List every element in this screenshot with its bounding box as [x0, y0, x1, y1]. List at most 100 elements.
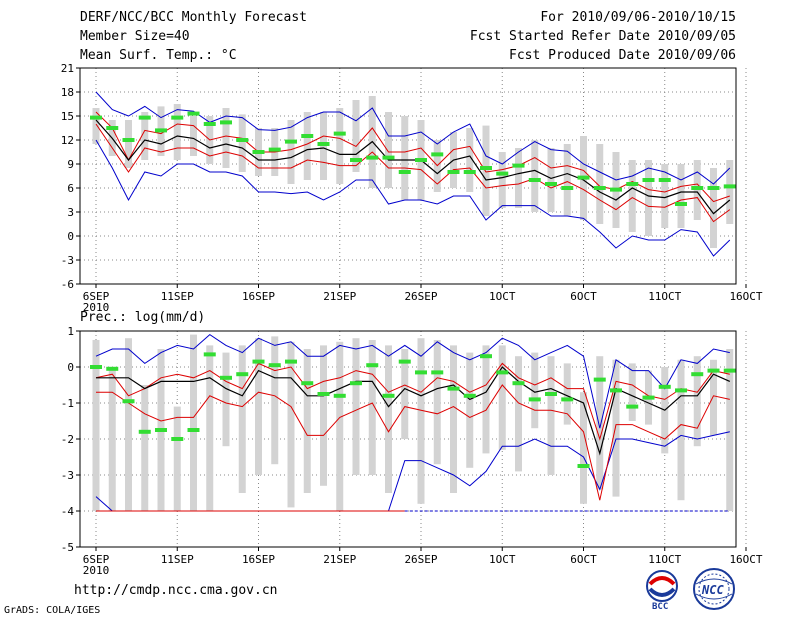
- prec-ensemble-bar: [596, 356, 604, 490]
- temp-ensemble-bar: [141, 112, 149, 160]
- prec-observed-mark: [236, 372, 249, 377]
- temp-ensemble-bar: [287, 120, 295, 184]
- prec-ensemble-bar: [368, 340, 376, 475]
- temp-observed-mark: [642, 178, 655, 182]
- prec-observed-mark: [317, 392, 330, 396]
- prec-ensemble-bar: [352, 338, 360, 475]
- temp-y-tick-label: -6: [61, 278, 74, 291]
- prec-ensemble-bar: [693, 356, 701, 447]
- temp-ensemble-bar: [466, 128, 474, 192]
- grads-credit: GrADS: COLA/IGES: [4, 605, 101, 616]
- prec-y-tick-label: -4: [61, 505, 75, 518]
- prec-observed-mark: [463, 393, 476, 398]
- fcst-started-date: Fcst Started Refer Date 2010/09/05: [469, 29, 736, 44]
- temp-ensemble-bar: [92, 108, 100, 144]
- temp-ensemble-bar: [125, 120, 132, 168]
- prec-y-tick-label: -2: [61, 433, 74, 446]
- temp-ensemble-bar: [352, 100, 360, 172]
- prec-observed-mark: [707, 368, 720, 373]
- temp-ensemble-bar: [677, 164, 685, 228]
- prec-ensemble-bar: [92, 340, 100, 511]
- prec-x-tick-label: 11SEP: [161, 553, 194, 566]
- prec-ensemble-bar: [563, 363, 571, 425]
- temp-observed-mark: [187, 111, 200, 116]
- prec-y-tick-label: 1: [67, 325, 74, 338]
- prec-observed-mark: [480, 354, 492, 359]
- prec-x-tick-label: 26SEP: [404, 553, 437, 566]
- prec-max-line: [95, 333, 730, 429]
- temp-min-line: [95, 139, 731, 257]
- prec-lower-spread-line: [96, 384, 730, 501]
- temp-observed-mark: [366, 155, 379, 160]
- bcc-logo-label: BCC: [652, 602, 668, 610]
- temp-observed-mark: [561, 186, 574, 190]
- temp-x-tick-label: 1OCT: [489, 290, 516, 303]
- temp-y-tick-label: 15: [61, 110, 74, 123]
- temp-observed-mark: [480, 166, 492, 170]
- prec-observed-mark: [333, 393, 346, 398]
- prec-ensemble-bar: [677, 359, 685, 501]
- temp-y-tick-label: 9: [67, 158, 74, 171]
- prec-ensemble-bar: [531, 352, 539, 429]
- prec-x-tick-label: 11OCT: [648, 553, 681, 566]
- prec-observed-mark: [203, 352, 216, 357]
- ncc-logo-icon: NCC: [693, 568, 735, 610]
- prec-ensemble-bar: [547, 356, 555, 475]
- prec-ensemble-bar: [238, 345, 246, 493]
- prec-ensemble-bar: [515, 356, 522, 472]
- prec-ensemble-bar: [433, 340, 441, 465]
- prec-observed-mark: [496, 370, 509, 375]
- temp-observed-mark: [610, 187, 622, 192]
- prec-observed-mark: [561, 397, 574, 402]
- temp-y-tick-label: 18: [61, 86, 74, 99]
- temp-observed-mark: [431, 152, 444, 157]
- temp-observed-mark: [512, 163, 525, 168]
- temp-x-tick-label: 11SEP: [161, 290, 194, 303]
- prec-x-tick-label: 16SEP: [242, 553, 275, 566]
- prec-observed-mark: [268, 363, 281, 368]
- temp-plot-frame: [79, 67, 737, 285]
- temp-observed-mark: [447, 170, 460, 174]
- prec-observed-mark: [382, 393, 395, 398]
- prec-x-tick-label: 6SEP: [83, 553, 110, 566]
- temp-observed-mark: [203, 122, 216, 126]
- temp-observed-mark: [301, 134, 314, 138]
- prec-year-label: 2010: [83, 564, 110, 577]
- source-url[interactable]: http://cmdp.ncc.cma.gov.cn: [74, 583, 278, 598]
- prec-ensemble-bar: [726, 349, 734, 511]
- temp-x-tick-label: 21SEP: [323, 290, 356, 303]
- prec-y-tick-label: -3: [61, 469, 74, 482]
- temp-x-tick-label: 16SEP: [242, 290, 275, 303]
- temp-y-tick-label: 21: [61, 62, 74, 75]
- temp-ensemble-bar: [531, 140, 539, 212]
- temp-observed-mark: [528, 178, 541, 182]
- temp-observed-mark: [691, 186, 704, 190]
- temp-observed-mark: [350, 158, 362, 162]
- prec-ensemble-bar: [287, 341, 295, 508]
- prec-observed-mark: [675, 388, 687, 393]
- prec-ensemble-bar: [710, 359, 717, 436]
- temp-observed-mark: [675, 202, 687, 206]
- temp-ensemble-bar: [628, 160, 636, 232]
- prec-observed-mark: [658, 384, 671, 389]
- temp-observed-mark: [545, 182, 557, 186]
- temp-observed-mark: [626, 182, 639, 186]
- temp-observed-mark: [398, 170, 411, 174]
- ncc-logo-label: NCC: [701, 583, 724, 597]
- temp-observed-mark: [658, 178, 671, 182]
- temp-observed-mark: [268, 147, 281, 152]
- prec-ensemble-bar: [482, 345, 490, 454]
- prec-ensemble-bar: [450, 345, 457, 493]
- temp-ensemble-bar: [238, 114, 246, 172]
- prec-upper-spread-line: [95, 362, 730, 441]
- prec-ensemble-bar: [222, 352, 230, 447]
- prec-observed-mark: [593, 377, 606, 382]
- prec-ensemble-bar: [206, 345, 214, 511]
- temp-year-label: 2010: [83, 301, 110, 314]
- temp-ensemble-bar: [336, 108, 344, 184]
- temp-observed-mark: [155, 128, 167, 133]
- temp-observed-mark: [723, 184, 736, 189]
- prec-observed-mark: [106, 366, 119, 371]
- prec-observed-mark: [171, 437, 184, 441]
